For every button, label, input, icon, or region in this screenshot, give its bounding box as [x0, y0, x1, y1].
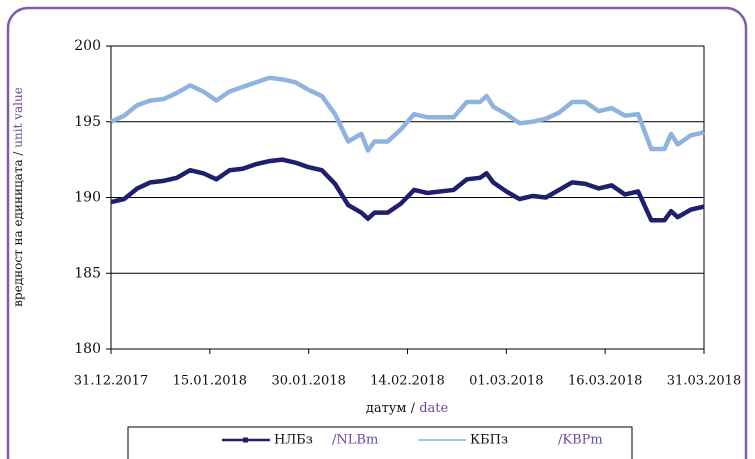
series-line	[110, 157, 705, 223]
series-line	[110, 75, 705, 153]
x-tick-label: 01.03.2018	[469, 374, 543, 389]
legend-label-en: /KBPm	[558, 433, 603, 448]
legend-label-en: /NLBm	[332, 433, 378, 448]
legend-label: НЛБз	[274, 433, 313, 448]
legend-box	[127, 426, 633, 459]
x-tick-label: 30.01.2018	[271, 374, 345, 389]
x-tick-label: 16.03.2018	[568, 374, 642, 389]
y-label-local: вредност на единицата /	[11, 151, 25, 307]
legend-label: КБПз	[470, 433, 508, 448]
y-tick-label: 190	[74, 190, 101, 206]
x-tick-label: 31.03.2018	[667, 374, 741, 389]
y-tick-label: 185	[74, 265, 101, 281]
x-label-local: датум /	[366, 401, 416, 416]
y-tick-label: 180	[74, 341, 101, 357]
y-tick-label: 195	[74, 114, 101, 130]
y-tick-label: 200	[74, 38, 101, 54]
x-axis-label: датум / date	[366, 401, 449, 416]
y-axis-label: вредност на единицата / unit value	[11, 87, 25, 307]
y-label-en: unit value	[11, 87, 25, 148]
x-label-en: date	[419, 401, 448, 416]
legend-marker	[243, 437, 248, 443]
x-tick-label: 15.01.2018	[173, 374, 247, 389]
x-tick-label: 14.02.2018	[370, 374, 444, 389]
x-tick-label: 31.12.2017	[74, 374, 148, 389]
